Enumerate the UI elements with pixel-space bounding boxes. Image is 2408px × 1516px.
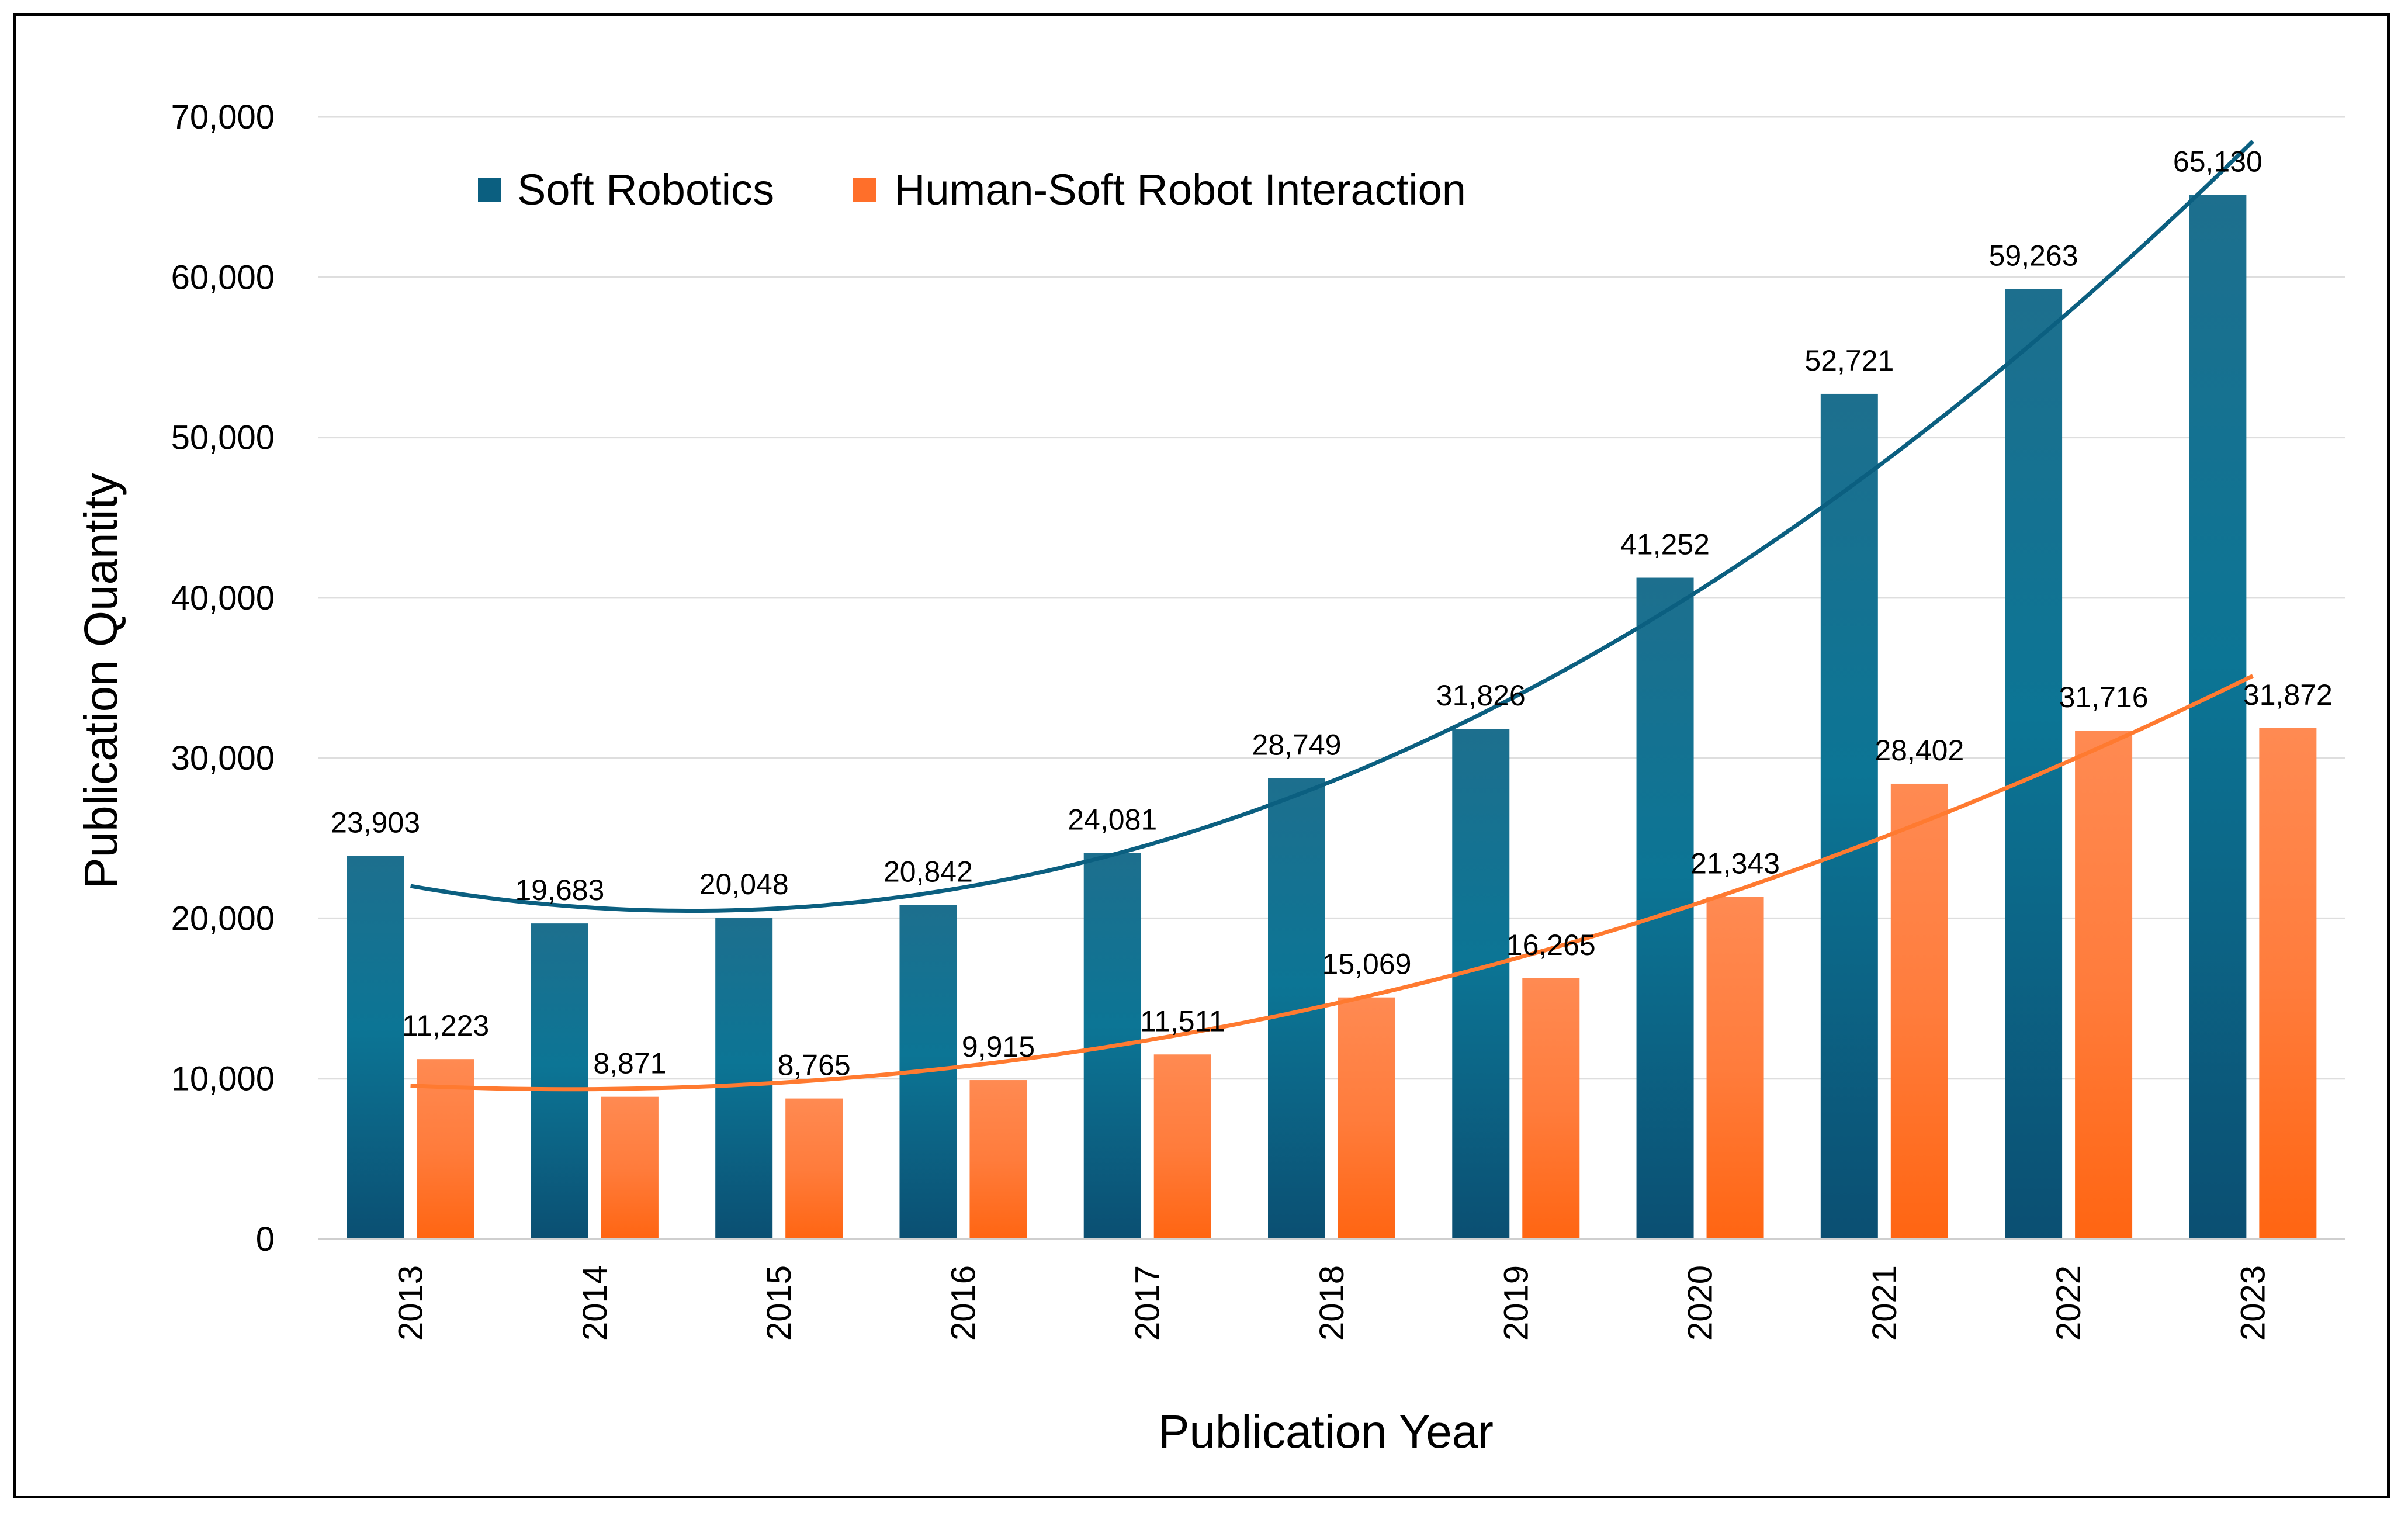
data-label: 11,511 [1140,1005,1225,1037]
data-label: 20,842 [883,855,973,888]
x-tick-label: 2019 [1497,1265,1535,1341]
trendline-human-soft-robot-interaction [410,674,2254,1092]
bar-human-soft-robot-interaction-2016 [969,1080,1027,1239]
data-label: 52,721 [1804,344,1894,377]
bar-soft-robotics-2019 [1452,729,1510,1239]
data-label: 8,765 [778,1049,851,1082]
bar-human-soft-robot-interaction-2019 [1522,978,1580,1239]
x-tick-label: 2023 [2234,1265,2272,1341]
x-tick-label: 2014 [576,1265,614,1341]
data-label: 31,716 [2059,681,2149,714]
bars [347,195,2317,1240]
trendline-soft-robotics [410,140,2254,913]
data-label: 11,223 [402,1009,489,1042]
legend-swatch-soft-robotics [478,178,501,202]
x-tick-label: 2020 [1682,1265,1720,1341]
data-label: 31,826 [1436,679,1526,712]
y-axis-title: Publication Quantity [75,473,127,889]
y-tick-label: 50,000 [171,419,275,457]
data-label: 19,683 [515,874,604,906]
bar-human-soft-robot-interaction-2022 [2075,731,2133,1239]
data-label: 16,265 [1506,929,1596,961]
x-tick-label: 2017 [1129,1265,1167,1341]
bar-soft-robotics-2023 [2189,195,2247,1239]
bar-human-soft-robot-interaction-2018 [1338,997,1395,1239]
chart-frame [13,13,2390,1498]
y-tick-label: 10,000 [171,1060,275,1098]
y-tick-label: 70,000 [171,98,275,136]
bar-human-soft-robot-interaction-2017 [1153,1054,1211,1239]
data-label: 8,871 [593,1047,666,1080]
trendlines [410,140,2254,1092]
y-tick-label: 40,000 [171,579,275,617]
y-tick-label: 0 [256,1220,275,1258]
data-label: 20,048 [699,868,789,901]
y-tick-label: 20,000 [171,899,275,937]
data-label: 31,872 [2243,679,2333,711]
data-labels: 23,903 19,683 20,048 20,842 24,081 28,749 31,8… [331,146,2333,1082]
x-axis-ticks: 2013 2014 2015 2016 2017 2018 2019 2020 2021 2022… [392,1265,2272,1341]
data-label: 28,749 [1252,728,1342,761]
legend: Soft Robotics Human-Soft Robot Interacti… [478,165,1466,214]
y-tick-label: 60,000 [171,258,275,296]
bar-human-soft-robot-interaction-2020 [1706,897,1764,1239]
data-label: 24,081 [1068,803,1157,836]
data-label: 23,903 [331,806,420,839]
bar-soft-robotics-2014 [531,923,588,1239]
bar-soft-robotics-2013 [347,856,404,1239]
data-label: 15,069 [1322,948,1412,981]
data-label: 28,402 [1875,734,1964,767]
y-axis-ticks: 0 10,000 20,000 30,000 40,000 50,000 60,000 70,… [171,98,275,1258]
legend-label-human-soft-robot-interaction: Human-Soft Robot Interaction [894,165,1466,214]
data-label: 41,252 [1620,528,1710,561]
bar-human-soft-robot-interaction-2015 [785,1098,843,1239]
bar-human-soft-robot-interaction-2021 [1890,783,1948,1239]
bar-human-soft-robot-interaction-2014 [601,1096,659,1239]
data-label: 21,343 [1690,847,1780,880]
bar-soft-robotics-2022 [2005,289,2063,1239]
legend-label-soft-robotics: Soft Robotics [517,165,774,214]
bar-human-soft-robot-interaction-2023 [2259,728,2317,1239]
x-tick-label: 2016 [944,1265,982,1341]
data-label: 59,263 [1989,240,2078,272]
x-tick-label: 2021 [1866,1265,1904,1341]
x-tick-label: 2018 [1313,1265,1351,1341]
bar-soft-robotics-2015 [715,918,773,1239]
x-tick-label: 2013 [392,1265,430,1341]
x-tick-label: 2015 [760,1265,798,1341]
data-label: 65,130 [2173,146,2263,178]
legend-swatch-human-soft-robot-interaction [853,178,876,202]
y-tick-label: 30,000 [171,739,275,777]
x-tick-label: 2022 [2050,1265,2088,1341]
bar-soft-robotics-2021 [1820,393,1878,1240]
x-axis-title: Publication Year [1158,1406,1494,1458]
data-label: 9,915 [962,1030,1035,1063]
